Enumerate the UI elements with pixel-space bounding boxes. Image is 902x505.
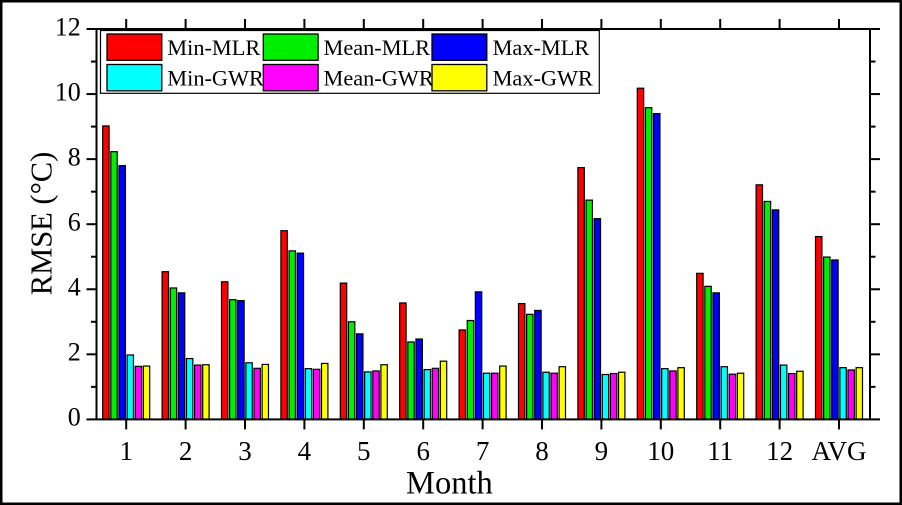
svg-text:RMSE (°C): RMSE (°C) [25, 152, 59, 296]
svg-text:10: 10 [55, 77, 81, 106]
svg-text:6: 6 [68, 208, 81, 237]
svg-text:0: 0 [68, 403, 81, 432]
svg-text:8: 8 [68, 142, 81, 171]
svg-text:Month: Month [406, 466, 493, 502]
svg-text:3: 3 [238, 436, 252, 466]
svg-text:Mean-GWR: Mean-GWR [324, 66, 434, 91]
svg-text:12: 12 [55, 12, 81, 41]
svg-text:Mean-MLR: Mean-MLR [324, 35, 431, 60]
svg-text:Max-MLR: Max-MLR [493, 35, 590, 60]
svg-text:11: 11 [707, 436, 733, 466]
svg-text:2: 2 [68, 338, 81, 367]
svg-text:9: 9 [595, 436, 609, 466]
svg-text:1: 1 [119, 436, 133, 466]
svg-text:4: 4 [298, 436, 312, 466]
svg-text:AVG: AVG [811, 436, 866, 466]
svg-text:Max-GWR: Max-GWR [493, 66, 593, 91]
svg-text:12: 12 [766, 436, 793, 466]
svg-text:6: 6 [416, 436, 430, 466]
svg-text:Min-MLR: Min-MLR [167, 35, 260, 60]
svg-text:10: 10 [647, 436, 674, 466]
svg-text:Min-GWR: Min-GWR [167, 66, 264, 91]
svg-text:4: 4 [68, 273, 81, 302]
svg-text:8: 8 [535, 436, 549, 466]
svg-text:2: 2 [179, 436, 193, 466]
svg-text:5: 5 [357, 436, 371, 466]
svg-text:7: 7 [476, 436, 490, 466]
